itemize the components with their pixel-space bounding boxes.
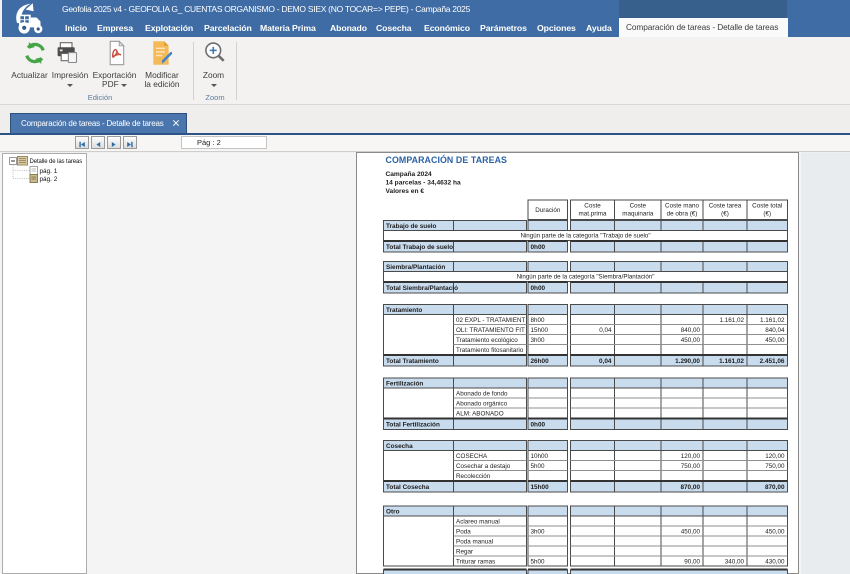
svg-text:Cosechar a destajo: Cosechar a destajo <box>456 463 511 470</box>
svg-text:870,00: 870,00 <box>765 484 785 491</box>
svg-text:(€): (€) <box>721 211 729 218</box>
svg-text:Ningún parte de la categoría ": Ningún parte de la categoría "Siembra/Pl… <box>517 274 655 281</box>
svg-text:840,00: 840,00 <box>681 327 701 334</box>
svg-text:2.451,06: 2.451,06 <box>760 358 785 365</box>
svg-text:450,00: 450,00 <box>765 337 785 344</box>
svg-text:430,00: 430,00 <box>765 558 785 565</box>
svg-text:Total Fertilización: Total Fertilización <box>386 422 440 429</box>
svg-text:COSECHA: COSECHA <box>456 453 488 460</box>
svg-text:OLI: TRATAMIENTO FIT: OLI: TRATAMIENTO FIT <box>456 327 525 334</box>
svg-text:750,00: 750,00 <box>765 463 785 470</box>
svg-text:90,00: 90,00 <box>684 558 700 565</box>
svg-text:Coste mano: Coste mano <box>665 203 699 210</box>
svg-text:870,00: 870,00 <box>680 484 700 491</box>
svg-text:Detalle de las tareas: Detalle de las tareas <box>30 159 83 165</box>
svg-text:de obra (€): de obra (€) <box>667 211 698 218</box>
svg-text:450,00: 450,00 <box>681 337 701 344</box>
svg-text:Abonado orgánico: Abonado orgánico <box>456 400 508 407</box>
svg-text:Poda: Poda <box>456 528 471 535</box>
svg-text:Trabajo de suelo: Trabajo de suelo <box>386 223 437 230</box>
svg-text:1.161,02: 1.161,02 <box>719 358 744 365</box>
svg-text:Abonado de fondo: Abonado de fondo <box>456 390 508 397</box>
svg-text:Campaña 2024: Campaña 2024 <box>386 171 433 178</box>
svg-text:0h00: 0h00 <box>531 244 546 251</box>
svg-text:Coste: Coste <box>584 203 601 210</box>
svg-text:ALM: ABONADO: ALM: ABONADO <box>456 410 504 417</box>
svg-text:0h00: 0h00 <box>531 422 546 429</box>
svg-text:Coste tarea: Coste tarea <box>709 203 742 210</box>
svg-text:Coste: Coste <box>630 203 647 210</box>
svg-text:1.161,02: 1.161,02 <box>719 317 744 324</box>
svg-text:Fertilización: Fertilización <box>386 380 423 387</box>
svg-text:Tratamiento fitosanitario: Tratamiento fitosanitario <box>456 347 524 354</box>
svg-text:8h00: 8h00 <box>531 317 546 324</box>
svg-text:Triturar ramas: Triturar ramas <box>456 558 495 565</box>
svg-text:0h00: 0h00 <box>531 285 546 292</box>
svg-text:0,04: 0,04 <box>599 358 612 365</box>
svg-text:840,04: 840,04 <box>765 327 785 334</box>
svg-text:26h00: 26h00 <box>531 358 550 365</box>
svg-text:pág. 2: pág. 2 <box>40 176 58 183</box>
svg-text:Cosecha: Cosecha <box>386 443 413 450</box>
svg-text:340,00: 340,00 <box>725 558 745 565</box>
svg-text:Otro: Otro <box>386 508 400 515</box>
svg-text:pág. 1: pág. 1 <box>40 168 58 175</box>
svg-text:14 parcelas - 34,4632 ha: 14 parcelas - 34,4632 ha <box>386 180 461 187</box>
svg-text:Duración: Duración <box>535 207 561 214</box>
svg-text:Regar: Regar <box>456 548 473 555</box>
svg-text:mat.prima: mat.prima <box>579 211 607 218</box>
svg-text:Siembra/Plantación: Siembra/Plantación <box>386 264 445 271</box>
svg-text:0,04: 0,04 <box>599 327 612 334</box>
svg-text:1.161,02: 1.161,02 <box>760 317 785 324</box>
svg-text:maquinaria: maquinaria <box>622 211 654 218</box>
svg-text:Aclareo manual: Aclareo manual <box>456 518 500 525</box>
svg-text:Total Cosecha: Total Cosecha <box>386 484 430 491</box>
svg-text:02 EXPL - TRATAMIENT: 02 EXPL - TRATAMIENT <box>456 317 526 324</box>
svg-text:450,00: 450,00 <box>681 528 701 535</box>
svg-text:120,00: 120,00 <box>765 453 785 460</box>
svg-text:Coste total: Coste total <box>752 203 782 210</box>
svg-text:Recolección: Recolección <box>456 473 491 480</box>
svg-text:Tratamiento ecológico: Tratamiento ecológico <box>456 337 518 344</box>
svg-text:3h00: 3h00 <box>531 528 546 535</box>
svg-text:750,00: 750,00 <box>681 463 701 470</box>
svg-text:COMPARACIÓN DE TAREAS: COMPARACIÓN DE TAREAS <box>386 154 508 165</box>
svg-text:(€): (€) <box>763 211 771 218</box>
svg-text:120,00: 120,00 <box>681 453 701 460</box>
svg-text:Tratamiento: Tratamiento <box>386 307 422 314</box>
svg-text:Poda manual: Poda manual <box>456 538 493 545</box>
svg-text:5h00: 5h00 <box>531 558 546 565</box>
svg-text:Total Siembra/Plantació: Total Siembra/Plantació <box>386 285 458 292</box>
svg-text:Total Trabajo de suelo: Total Trabajo de suelo <box>386 244 453 251</box>
svg-text:15h00: 15h00 <box>531 327 549 334</box>
svg-text:10h00: 10h00 <box>531 453 549 460</box>
svg-text:Valores en €: Valores en € <box>386 188 425 195</box>
svg-text:5h00: 5h00 <box>531 463 546 470</box>
svg-text:3h00: 3h00 <box>531 337 546 344</box>
svg-text:Total Tratamiento: Total Tratamiento <box>386 358 439 365</box>
svg-text:450,00: 450,00 <box>765 528 785 535</box>
svg-text:15h00: 15h00 <box>531 484 550 491</box>
svg-text:1.290,00: 1.290,00 <box>675 358 700 365</box>
svg-text:Ningún parte de la categoría ": Ningún parte de la categoría "Trabajo de… <box>520 233 650 240</box>
